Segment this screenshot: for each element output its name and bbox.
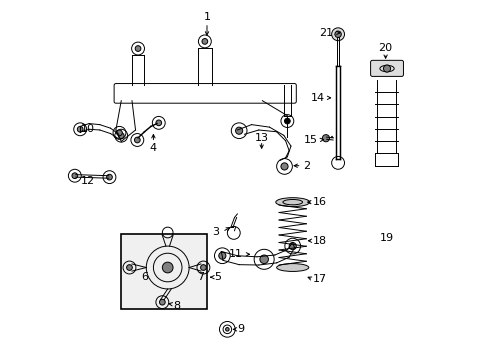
Text: 6: 6	[141, 272, 148, 282]
Text: 3: 3	[212, 227, 219, 237]
Circle shape	[106, 174, 112, 180]
Circle shape	[162, 262, 173, 273]
Ellipse shape	[275, 198, 309, 207]
Circle shape	[159, 299, 165, 305]
Text: 14: 14	[310, 93, 325, 103]
Text: 10: 10	[81, 124, 95, 134]
Text: 17: 17	[312, 274, 326, 284]
Circle shape	[118, 133, 124, 139]
Text: 2: 2	[303, 161, 310, 171]
Text: 15: 15	[303, 135, 317, 145]
FancyBboxPatch shape	[370, 60, 403, 76]
Circle shape	[235, 127, 242, 134]
Circle shape	[72, 173, 78, 179]
Bar	[121, 234, 206, 309]
Circle shape	[126, 265, 132, 270]
Text: 8: 8	[173, 301, 180, 311]
Text: 9: 9	[237, 324, 244, 334]
Text: 16: 16	[312, 197, 326, 207]
Text: 21: 21	[318, 28, 332, 38]
Circle shape	[288, 243, 296, 249]
Ellipse shape	[276, 264, 308, 271]
Circle shape	[77, 126, 83, 132]
Text: 13: 13	[254, 133, 268, 143]
Text: 11: 11	[228, 249, 242, 259]
Circle shape	[134, 137, 140, 143]
Circle shape	[331, 28, 344, 41]
Text: 7: 7	[197, 272, 204, 282]
Text: 19: 19	[380, 233, 394, 243]
Circle shape	[383, 65, 390, 72]
Circle shape	[135, 46, 141, 51]
Text: 5: 5	[214, 272, 221, 282]
Text: 12: 12	[81, 176, 95, 186]
Circle shape	[259, 255, 268, 264]
Circle shape	[322, 135, 329, 142]
Text: 1: 1	[203, 13, 210, 22]
Circle shape	[218, 252, 225, 259]
Text: 20: 20	[378, 43, 392, 53]
Circle shape	[281, 163, 287, 170]
Text: 18: 18	[312, 236, 326, 246]
Circle shape	[225, 328, 229, 331]
Circle shape	[116, 130, 122, 136]
Circle shape	[334, 31, 341, 37]
Circle shape	[202, 39, 207, 44]
Circle shape	[156, 120, 162, 126]
Text: 4: 4	[149, 143, 157, 153]
Circle shape	[284, 118, 290, 124]
Circle shape	[200, 265, 206, 270]
